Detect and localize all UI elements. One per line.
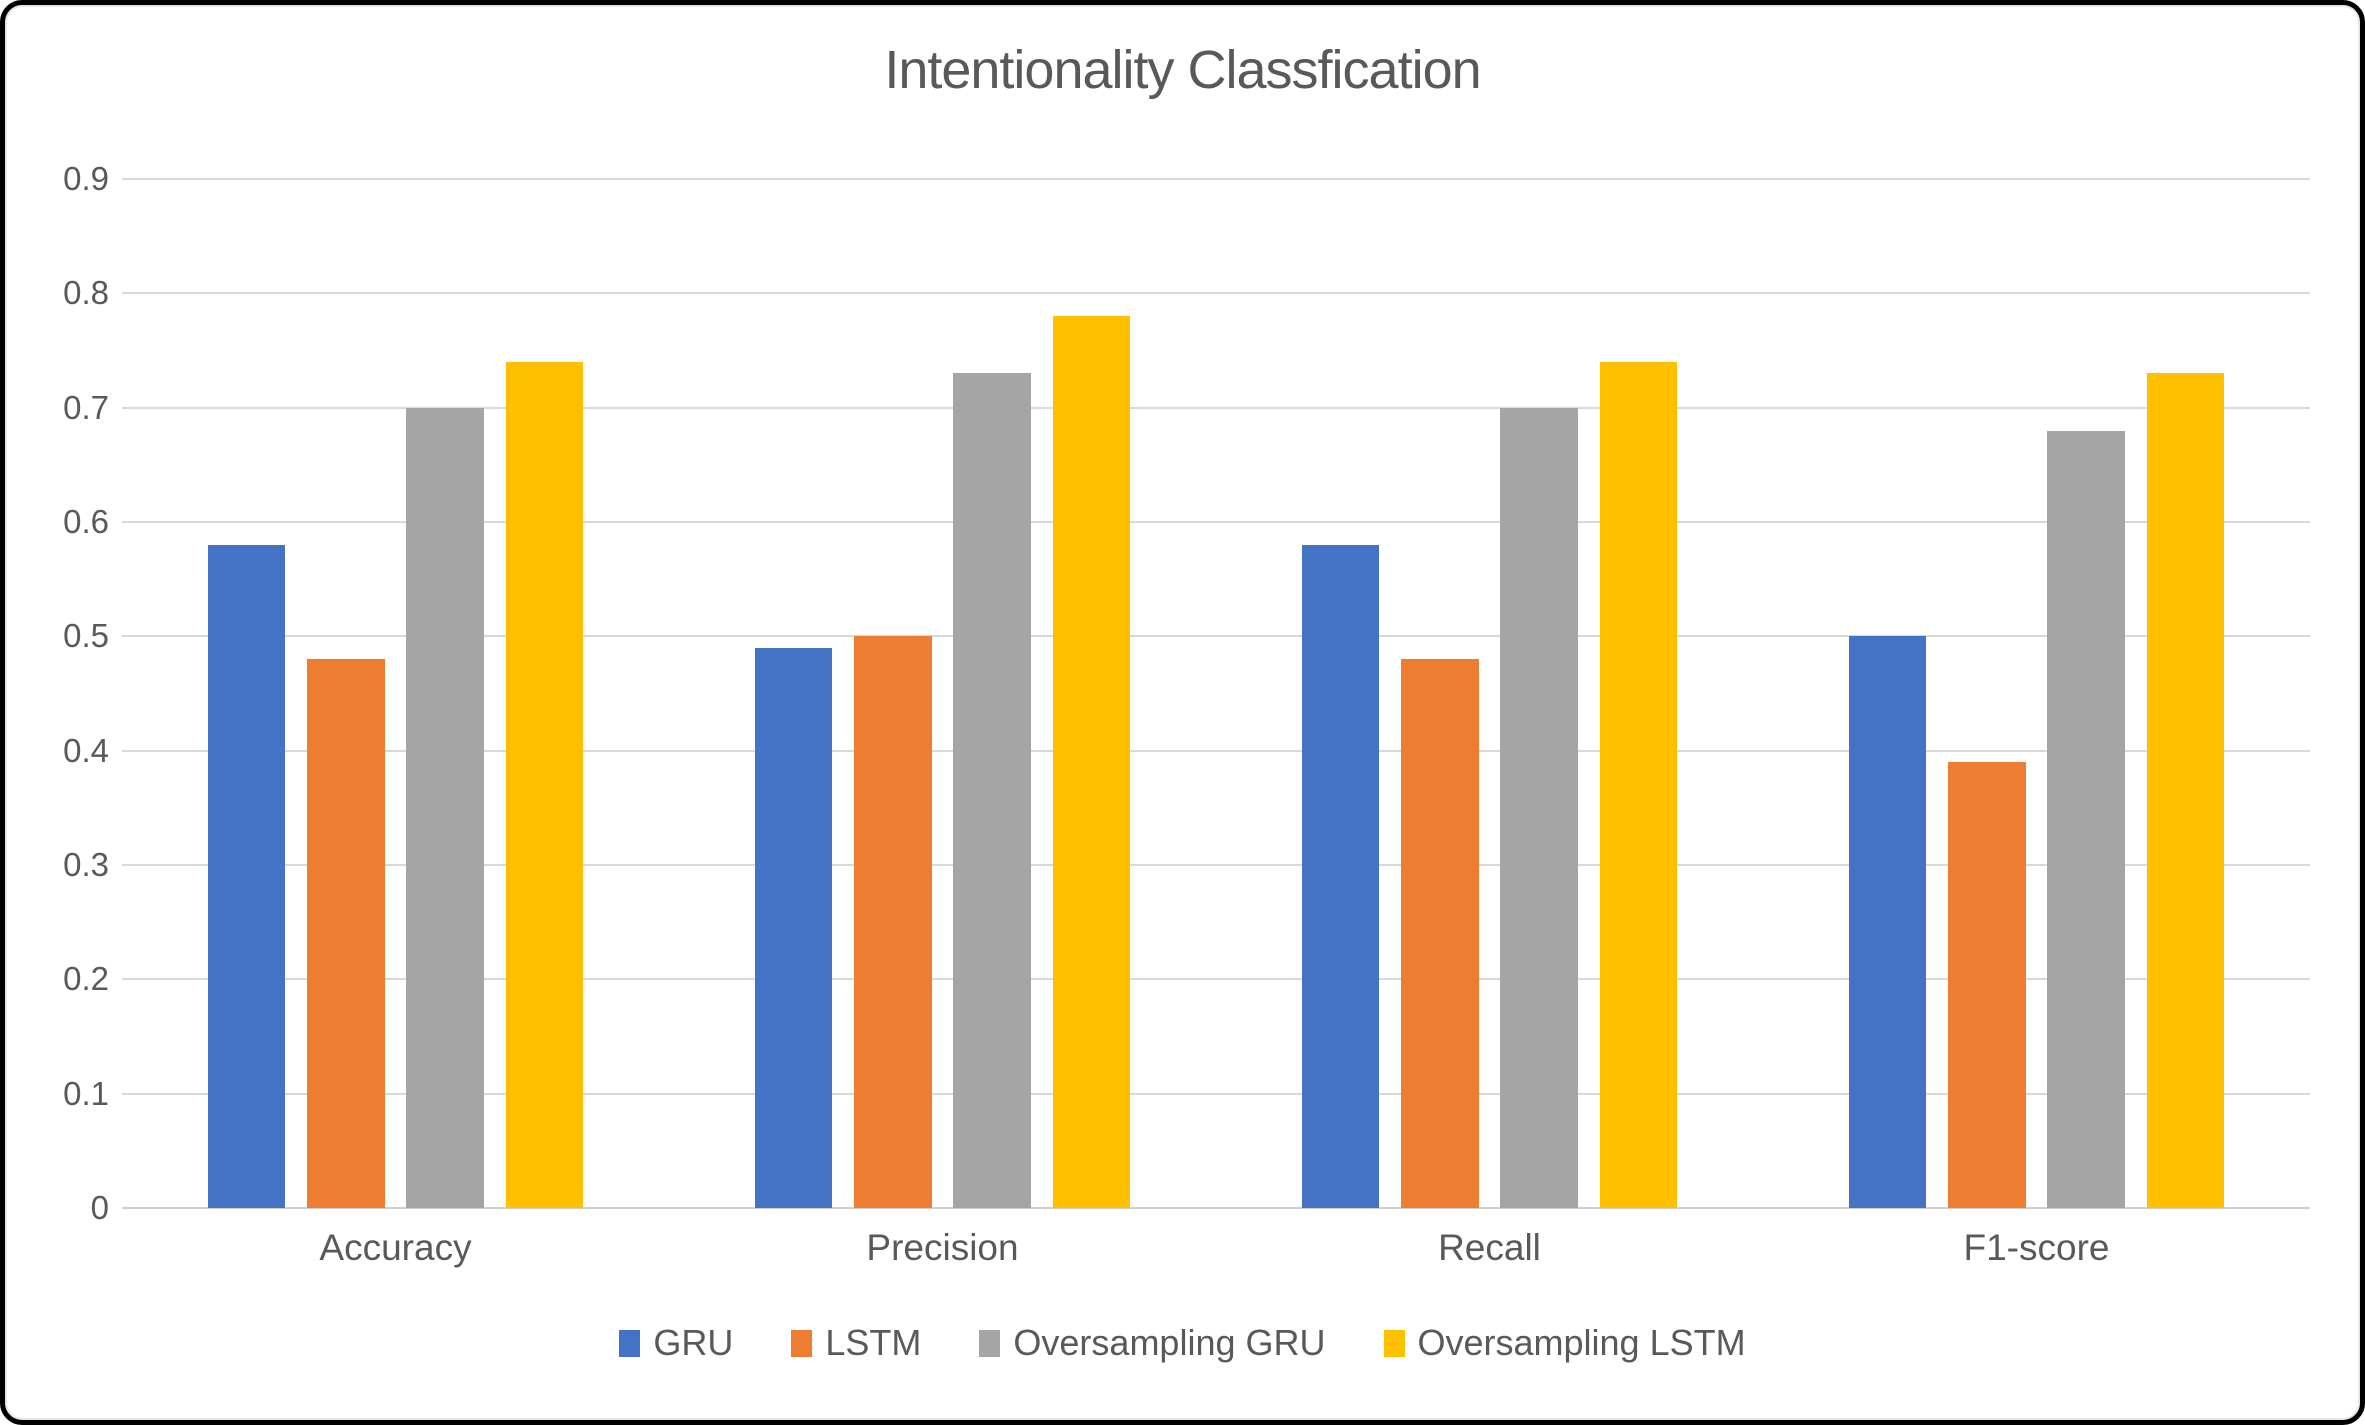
y-tick-label: 0.5: [63, 617, 109, 655]
gridline: [122, 864, 2310, 866]
gridline: [122, 1092, 2310, 1095]
legend-label: Oversampling GRU: [1013, 1322, 1326, 1363]
bar: [406, 407, 484, 1208]
x-category-label: F1-score: [1963, 1227, 2110, 1268]
y-tick-label: 0.1: [63, 1074, 109, 1112]
bar: [1599, 361, 1677, 1208]
bar: [1500, 407, 1578, 1208]
y-tick-label: 0.6: [63, 503, 109, 540]
bar: [2047, 430, 2125, 1208]
legend-label: GRU: [653, 1322, 734, 1363]
bar: [1948, 762, 2026, 1208]
legend-swatch: [1383, 1329, 1405, 1357]
legend-swatch: [791, 1329, 813, 1357]
plot-area: [122, 178, 2310, 1209]
legend-label: LSTM: [825, 1322, 922, 1363]
legend-item: LSTM: [791, 1322, 921, 1364]
bar: [854, 636, 932, 1208]
legend: GRU LSTM Oversampling GRU Oversampling LSTM: [5, 1315, 2360, 1371]
bar: [1052, 316, 1130, 1208]
legend-swatch: [619, 1329, 641, 1357]
bar: [755, 647, 833, 1208]
x-category-label: Accuracy: [319, 1227, 472, 1268]
gridline: [122, 749, 2310, 752]
bar: [953, 373, 1031, 1208]
y-tick-label: 0.4: [63, 731, 109, 769]
legend-item: GRU: [619, 1322, 733, 1364]
bar: [505, 361, 583, 1208]
bar: [1849, 636, 1927, 1208]
legend-item: Oversampling LSTM: [1383, 1322, 1746, 1364]
y-tick-label: 0: [90, 1189, 109, 1226]
bar: [1401, 659, 1479, 1208]
y-tick-label: 0.7: [63, 388, 109, 426]
gridline: [122, 978, 2310, 981]
gridline: [122, 178, 2310, 180]
y-tick-label: 0.9: [63, 160, 109, 197]
x-category-label: Recall: [1438, 1227, 1541, 1268]
chart-title: Intentionality Classfication: [884, 40, 1481, 100]
legend-item: Oversampling GRU: [979, 1322, 1326, 1364]
bar: [2146, 373, 2224, 1208]
gridline: [122, 406, 2310, 409]
bar: [307, 659, 385, 1208]
bar: [1302, 544, 1380, 1208]
y-tick-label: 0.3: [63, 846, 109, 883]
y-axis: 0 0.1 0.2 0.3 0.4 0.5 0.6 0.7 0.8 0.9: [17, 160, 109, 1226]
bar: [208, 544, 286, 1208]
gridline: [122, 635, 2310, 638]
x-axis: Accuracy Precision Recall F1-score: [122, 1227, 2310, 1277]
y-tick-label: 0.2: [63, 960, 109, 998]
gridline: [122, 521, 2310, 523]
gridline: [122, 292, 2310, 295]
x-category-label: Precision: [866, 1227, 1019, 1268]
gridline: [122, 1207, 2310, 1209]
legend-label: Oversampling LSTM: [1417, 1322, 1746, 1363]
y-tick-label: 0.8: [63, 274, 109, 312]
legend-swatch: [979, 1329, 1001, 1357]
